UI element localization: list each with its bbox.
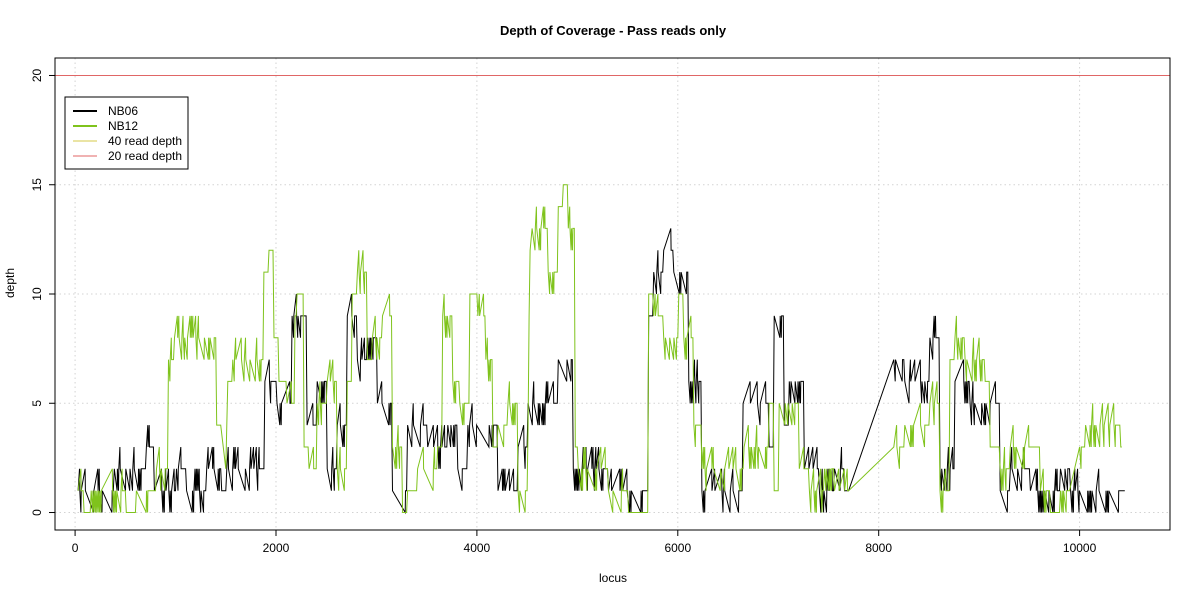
- x-tick-label: 8000: [865, 541, 892, 555]
- legend-label: NB06: [108, 104, 138, 118]
- legend-label: 20 read depth: [108, 149, 182, 163]
- x-tick-label: 10000: [1063, 541, 1097, 555]
- x-tick-label: 4000: [464, 541, 491, 555]
- chart-title: Depth of Coverage - Pass reads only: [500, 23, 727, 38]
- y-tick-label: 15: [30, 178, 44, 192]
- legend-box: [64, 96, 189, 170]
- x-axis: 0 2000 4000 6000 8000 10000: [72, 530, 1097, 555]
- y-tick-label: 20: [30, 68, 44, 82]
- x-axis-label: locus: [599, 571, 627, 585]
- y-tick-label: 0: [30, 509, 44, 516]
- x-tick-label: 0: [72, 541, 79, 555]
- x-tick-label: 6000: [664, 541, 691, 555]
- series-line-nb06: [77, 228, 1125, 515]
- y-axis-label: depth: [3, 268, 17, 298]
- series-layer: [77, 184, 1125, 515]
- y-tick-label: 10: [30, 287, 44, 301]
- x-tick-label: 2000: [263, 541, 290, 555]
- series-line-nb12: [77, 184, 1122, 513]
- y-tick-label: 5: [30, 400, 44, 407]
- y-axis: 0 5 10 15 20: [30, 68, 55, 516]
- legend-label: 40 read depth: [108, 134, 182, 148]
- legend-label: NB12: [108, 119, 138, 133]
